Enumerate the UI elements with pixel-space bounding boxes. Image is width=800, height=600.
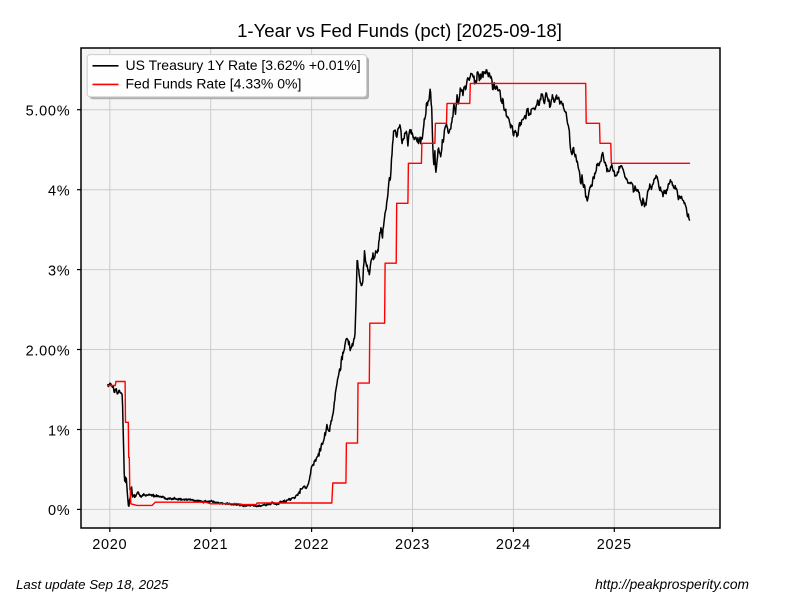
- svg-text:US Treasury 1Y Rate [3.62% +0.: US Treasury 1Y Rate [3.62% +0.01%]: [126, 57, 361, 73]
- svg-text:1%: 1%: [48, 423, 70, 439]
- svg-text:1-Year vs Fed Funds (pct) [202: 1-Year vs Fed Funds (pct) [2025-09-18]: [237, 20, 562, 41]
- svg-text:http://peakprosperity.com: http://peakprosperity.com: [595, 577, 749, 592]
- svg-text:2023: 2023: [395, 537, 430, 553]
- svg-text:2022: 2022: [294, 537, 329, 553]
- svg-text:2025: 2025: [597, 537, 632, 553]
- svg-text:3%: 3%: [48, 263, 70, 279]
- svg-text:4%: 4%: [48, 184, 70, 200]
- svg-text:2021: 2021: [193, 537, 228, 553]
- svg-text:Fed Funds Rate [4.33% 0%]: Fed Funds Rate [4.33% 0%]: [126, 76, 302, 92]
- svg-text:2024: 2024: [496, 537, 531, 553]
- svg-text:2.00%: 2.00%: [26, 343, 71, 359]
- svg-text:2020: 2020: [92, 537, 127, 553]
- svg-text:5.00%: 5.00%: [26, 104, 71, 120]
- svg-text:0%: 0%: [48, 503, 70, 519]
- svg-text:Last update Sep 18, 2025: Last update Sep 18, 2025: [16, 577, 169, 592]
